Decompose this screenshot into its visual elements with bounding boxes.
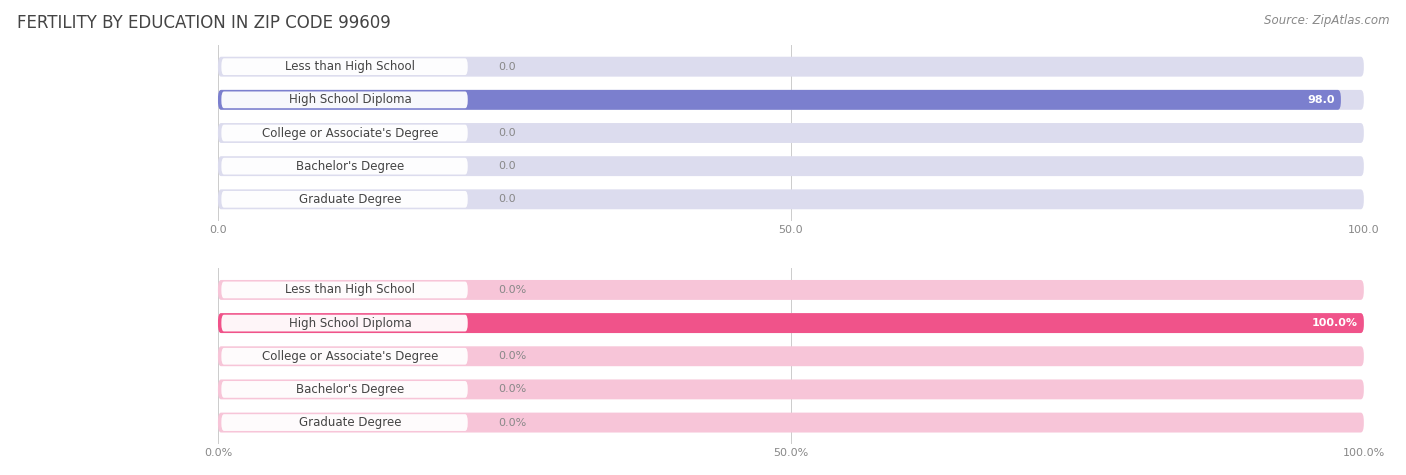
- Text: Bachelor's Degree: Bachelor's Degree: [297, 160, 405, 172]
- Text: FERTILITY BY EDUCATION IN ZIP CODE 99609: FERTILITY BY EDUCATION IN ZIP CODE 99609: [17, 14, 391, 32]
- FancyBboxPatch shape: [218, 156, 1364, 176]
- Text: 98.0: 98.0: [1308, 95, 1336, 105]
- Text: 100.0%: 100.0%: [1312, 318, 1358, 328]
- FancyBboxPatch shape: [221, 381, 468, 398]
- Text: Source: ZipAtlas.com: Source: ZipAtlas.com: [1264, 14, 1389, 27]
- Text: High School Diploma: High School Diploma: [288, 94, 412, 106]
- Text: 0.0: 0.0: [499, 128, 516, 138]
- Text: College or Associate's Degree: College or Associate's Degree: [262, 350, 439, 363]
- FancyBboxPatch shape: [218, 313, 1364, 333]
- Text: 0.0: 0.0: [499, 62, 516, 72]
- Text: 0.0: 0.0: [499, 194, 516, 204]
- FancyBboxPatch shape: [221, 348, 468, 365]
- Text: 0.0%: 0.0%: [499, 285, 527, 295]
- FancyBboxPatch shape: [218, 280, 1364, 300]
- FancyBboxPatch shape: [221, 315, 468, 332]
- Text: 0.0%: 0.0%: [499, 384, 527, 394]
- FancyBboxPatch shape: [221, 282, 468, 298]
- FancyBboxPatch shape: [218, 313, 1364, 333]
- FancyBboxPatch shape: [218, 190, 1364, 209]
- Text: Graduate Degree: Graduate Degree: [299, 416, 402, 429]
- Text: Less than High School: Less than High School: [285, 284, 415, 296]
- FancyBboxPatch shape: [221, 414, 468, 431]
- FancyBboxPatch shape: [221, 158, 468, 174]
- Text: 0.0%: 0.0%: [499, 418, 527, 428]
- FancyBboxPatch shape: [221, 58, 468, 75]
- Text: Graduate Degree: Graduate Degree: [299, 193, 402, 206]
- FancyBboxPatch shape: [218, 57, 1364, 76]
- Text: Less than High School: Less than High School: [285, 60, 415, 73]
- FancyBboxPatch shape: [218, 346, 1364, 366]
- Text: College or Associate's Degree: College or Associate's Degree: [262, 126, 439, 140]
- FancyBboxPatch shape: [218, 380, 1364, 399]
- FancyBboxPatch shape: [218, 413, 1364, 433]
- FancyBboxPatch shape: [218, 123, 1364, 143]
- Text: High School Diploma: High School Diploma: [288, 317, 412, 330]
- FancyBboxPatch shape: [218, 90, 1341, 110]
- FancyBboxPatch shape: [221, 92, 468, 108]
- FancyBboxPatch shape: [221, 124, 468, 142]
- Text: 0.0: 0.0: [499, 161, 516, 171]
- FancyBboxPatch shape: [221, 191, 468, 208]
- FancyBboxPatch shape: [218, 90, 1364, 110]
- Text: Bachelor's Degree: Bachelor's Degree: [297, 383, 405, 396]
- Text: 0.0%: 0.0%: [499, 351, 527, 361]
